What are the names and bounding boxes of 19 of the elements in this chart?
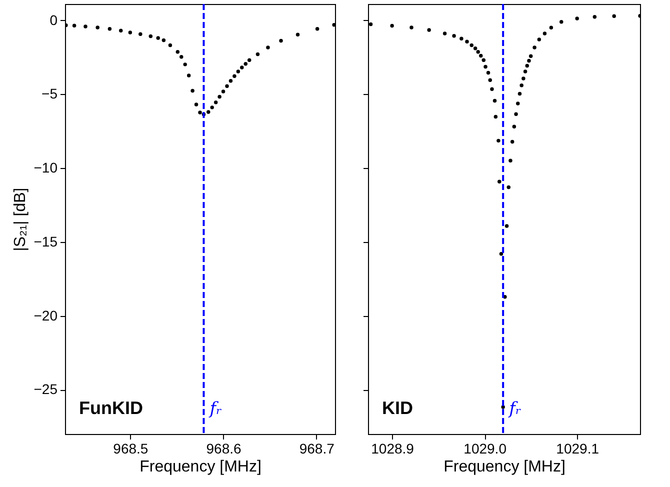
y-tick-label: −5 [42, 86, 58, 102]
y-tick-label: −10 [34, 160, 58, 176]
x-tick-label: 968.7 [299, 440, 335, 456]
x-axis-title: Frequency [MHz] [140, 458, 262, 476]
x-tick-label: 1029.0 [464, 440, 507, 456]
ref-line-label: fᵣ [507, 399, 522, 419]
x-axis-title: Frequency [MHz] [444, 458, 566, 476]
y-tick-label: 0 [50, 12, 58, 28]
y-tick-label: −25 [34, 381, 58, 398]
annotation: FunKID [79, 398, 143, 418]
annotation: KID [382, 398, 413, 418]
y-tick-label: −15 [34, 233, 58, 250]
y-axis-title: |S₂₁| [dB] [12, 188, 29, 252]
x-tick-label: 1029.1 [556, 440, 600, 456]
y-tick-label: −20 [34, 307, 58, 324]
ref-line-label: fᵣ [208, 399, 222, 419]
x-tick-label: 968.6 [206, 440, 242, 456]
x-tick-label: 1028.9 [371, 440, 414, 456]
x-tick-label: 968.5 [113, 440, 148, 456]
